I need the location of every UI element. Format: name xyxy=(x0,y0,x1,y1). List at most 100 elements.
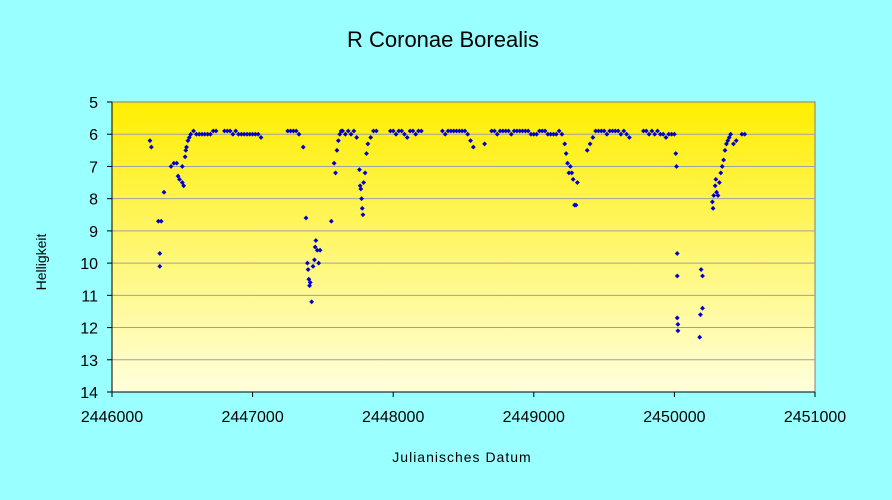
data-point xyxy=(559,131,565,137)
data-point xyxy=(655,128,660,134)
x-tick-label: 2446000 xyxy=(81,409,143,426)
data-point xyxy=(710,205,716,211)
data-point xyxy=(674,315,680,321)
data-point xyxy=(255,131,261,137)
data-point xyxy=(345,128,351,134)
data-point xyxy=(492,128,497,134)
y-tick-label: 10 xyxy=(80,256,98,273)
data-point xyxy=(462,128,468,134)
x-axis-label: Julianisches Datum xyxy=(392,449,531,465)
y-tick-label: 8 xyxy=(89,192,98,209)
y-tick-label: 6 xyxy=(89,127,98,144)
data-point xyxy=(183,147,189,153)
data-point xyxy=(590,135,596,140)
data-point xyxy=(618,131,624,137)
data-point xyxy=(584,147,590,153)
data-point xyxy=(716,180,722,185)
data-point xyxy=(700,273,705,279)
data-point xyxy=(303,215,309,221)
data-point xyxy=(482,141,488,147)
data-point xyxy=(715,193,721,198)
data-point xyxy=(312,244,318,250)
data-point xyxy=(359,205,365,211)
data-point xyxy=(182,154,188,160)
data-point xyxy=(553,131,559,137)
data-point xyxy=(534,131,540,137)
y-tick-label: 11 xyxy=(81,288,98,305)
data-point xyxy=(615,128,621,134)
data-point xyxy=(494,131,500,137)
data-point xyxy=(300,144,306,150)
data-point xyxy=(177,176,182,182)
x-axis-ticks: 2446000 2447000 2448000 2449000 2450000 24510… xyxy=(81,392,846,426)
data-point xyxy=(404,135,410,140)
y-tick-label: 12 xyxy=(80,321,98,338)
data-point xyxy=(174,160,180,166)
data-point xyxy=(626,135,632,140)
data-point xyxy=(331,160,337,166)
data-point xyxy=(673,151,679,156)
data-point xyxy=(307,280,313,285)
y-tick-label: 9 xyxy=(89,224,98,241)
y-tick-label: 5 xyxy=(89,95,98,112)
y-tick-label: 14 xyxy=(80,385,98,402)
data-point xyxy=(207,131,213,137)
data-point xyxy=(671,131,677,137)
data-point xyxy=(525,128,531,134)
data-point xyxy=(643,128,649,134)
data-point xyxy=(365,141,371,147)
data-point xyxy=(621,128,627,134)
data-point xyxy=(506,128,511,134)
data-point xyxy=(570,176,576,182)
data-point xyxy=(357,167,362,173)
x-tick-label: 2449000 xyxy=(503,409,565,426)
data-points xyxy=(147,128,748,340)
y-tick-label: 13 xyxy=(80,353,98,370)
data-point xyxy=(360,212,366,218)
data-point xyxy=(368,135,374,140)
data-point xyxy=(313,238,319,243)
data-point xyxy=(333,170,338,176)
data-point xyxy=(723,141,729,147)
data-point xyxy=(721,157,727,163)
data-point xyxy=(565,160,570,166)
data-point xyxy=(413,131,419,137)
data-point xyxy=(161,189,167,195)
data-point xyxy=(186,135,192,140)
data-point xyxy=(342,131,348,137)
data-point xyxy=(191,128,196,134)
data-point xyxy=(358,186,364,192)
data-point xyxy=(348,131,354,137)
data-point xyxy=(465,131,471,137)
data-point xyxy=(719,164,725,169)
data-point xyxy=(258,135,264,140)
data-point xyxy=(624,131,630,137)
data-point xyxy=(157,251,163,256)
data-point xyxy=(700,305,705,311)
data-point xyxy=(340,128,346,134)
data-point xyxy=(563,151,569,156)
data-point xyxy=(362,170,368,176)
data-point xyxy=(188,131,194,137)
data-point xyxy=(604,131,610,137)
data-point xyxy=(293,128,299,134)
data-point xyxy=(663,135,669,140)
data-point xyxy=(569,170,575,176)
data-point xyxy=(305,260,310,266)
x-tick-label: 2448000 xyxy=(362,409,424,426)
data-point xyxy=(733,138,739,144)
data-point xyxy=(742,131,748,137)
data-point xyxy=(601,128,607,134)
data-point xyxy=(711,193,717,198)
data-point xyxy=(649,128,655,134)
data-point xyxy=(310,263,316,269)
data-point xyxy=(418,128,424,134)
data-point xyxy=(354,135,360,140)
data-point xyxy=(334,147,340,153)
data-point xyxy=(470,144,476,150)
data-point xyxy=(713,176,719,182)
data-point xyxy=(213,128,219,134)
data-point xyxy=(337,131,343,137)
